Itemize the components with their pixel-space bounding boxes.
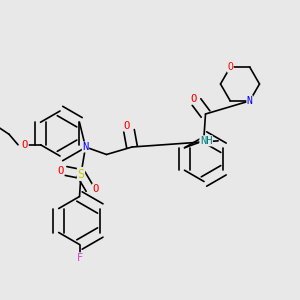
Text: O: O (123, 121, 129, 131)
Text: O: O (227, 62, 233, 72)
Text: O: O (58, 166, 64, 176)
Text: O: O (22, 140, 28, 150)
Text: N: N (247, 96, 253, 106)
Text: O: O (190, 94, 196, 104)
Text: F: F (76, 253, 82, 263)
Text: O: O (92, 184, 98, 194)
Text: N: N (82, 142, 88, 152)
Text: S: S (77, 167, 85, 181)
Text: NH: NH (200, 136, 212, 146)
